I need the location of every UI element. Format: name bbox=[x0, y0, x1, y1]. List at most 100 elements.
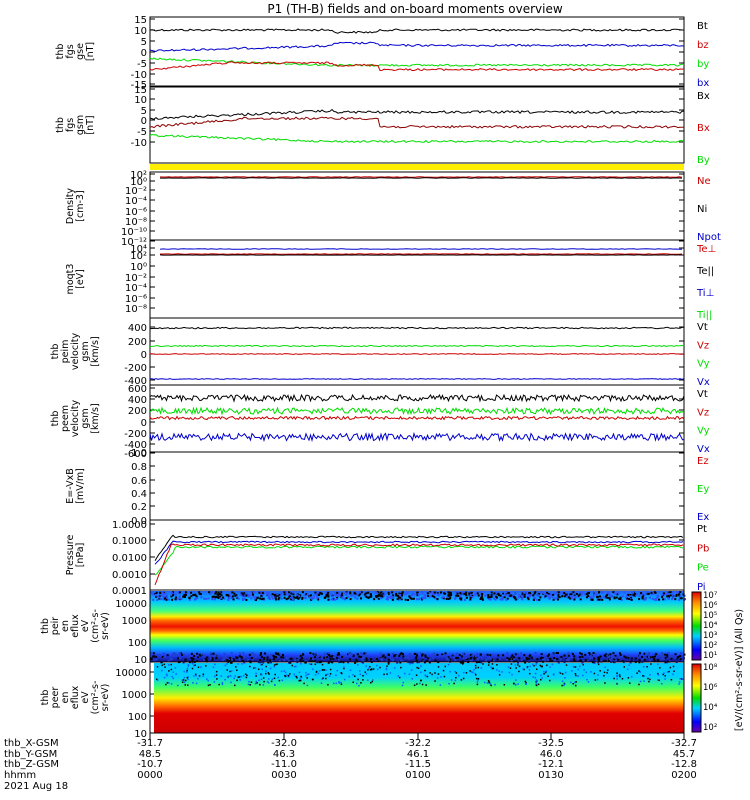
spectrogram-speckle bbox=[666, 653, 669, 656]
spectrogram-speckle bbox=[667, 652, 670, 655]
spectrogram-speckle bbox=[679, 658, 682, 661]
spectrogram-speckle bbox=[187, 654, 190, 657]
spectrogram-speckle bbox=[660, 658, 663, 661]
spectrogram-speckle bbox=[680, 678, 683, 680]
spectrogram-speckle bbox=[224, 678, 226, 681]
spectrogram-speckle bbox=[674, 653, 677, 656]
spectrogram-speckle bbox=[665, 661, 668, 664]
spectrogram-speckle bbox=[540, 653, 543, 656]
spectrogram-speckle bbox=[197, 654, 200, 657]
spectrogram-speckle bbox=[667, 592, 670, 595]
spectrogram-speckle bbox=[604, 666, 606, 669]
spectrogram-speckle bbox=[465, 672, 468, 674]
spectrogram-speckle bbox=[258, 679, 260, 682]
spectrogram-speckle bbox=[370, 681, 372, 684]
spectrogram-speckle bbox=[170, 663, 173, 666]
ytick-label: -5 bbox=[137, 127, 147, 138]
spectrogram-speckle bbox=[587, 591, 590, 594]
spectrogram-speckle bbox=[430, 654, 433, 657]
spectrogram-speckle bbox=[633, 592, 636, 595]
spectrogram-speckle bbox=[296, 676, 298, 679]
spectrogram-speckle bbox=[269, 661, 272, 664]
spectrogram-speckle bbox=[445, 658, 448, 661]
spectrogram-speckle bbox=[228, 657, 231, 660]
spectrogram-speckle bbox=[349, 591, 352, 594]
spectrogram-speckle bbox=[163, 663, 165, 666]
spectrogram-speckle bbox=[655, 653, 658, 656]
xaxis-value: 0100 bbox=[405, 770, 430, 781]
colorbar-tick: 10⁸ bbox=[703, 663, 718, 673]
ytick-label: 15 bbox=[134, 15, 147, 26]
spectrogram-speckle bbox=[616, 593, 619, 596]
spectrogram-speckle bbox=[320, 592, 323, 595]
y-axis-label: velocity bbox=[70, 333, 81, 371]
spectrogram-speckle bbox=[462, 656, 465, 659]
spectrogram-speckle bbox=[287, 597, 290, 600]
spectrogram-speckle bbox=[327, 652, 330, 655]
spectrogram-speckle bbox=[597, 598, 600, 601]
spectrogram-speckle bbox=[425, 660, 428, 663]
colorbar-tick: 10¹ bbox=[703, 651, 717, 661]
ytick-label: 0.6 bbox=[131, 476, 147, 487]
spectrogram-speckle bbox=[678, 598, 681, 601]
legend-vy: Vy bbox=[697, 359, 710, 370]
spectrogram-speckle bbox=[187, 665, 190, 667]
spectrogram-speckle bbox=[284, 674, 286, 677]
spectrogram-speckle bbox=[230, 658, 233, 661]
spectrogram-speckle bbox=[294, 665, 297, 668]
spectrogram-speckle bbox=[192, 663, 194, 665]
spectrogram-speckle bbox=[298, 679, 301, 682]
spectrogram-speckle bbox=[449, 594, 452, 597]
spectrogram-speckle bbox=[594, 679, 597, 681]
spectrogram-speckle bbox=[613, 596, 616, 599]
ytick-label: 10⁴ bbox=[130, 244, 147, 255]
spectrogram-speckle bbox=[287, 674, 290, 677]
spectrogram-speckle bbox=[398, 596, 401, 599]
spectrogram-speckle bbox=[649, 678, 651, 681]
spectrogram-speckle bbox=[449, 670, 451, 673]
spectrogram-speckle bbox=[160, 594, 163, 597]
ytick-label: 10⁻⁴ bbox=[125, 196, 147, 207]
xaxis-value: 0000 bbox=[137, 770, 162, 781]
spectrogram-speckle bbox=[621, 655, 624, 658]
spectrogram-speckle bbox=[174, 598, 177, 601]
plot-title: P1 (TH-B) fields and on-board moments ov… bbox=[267, 2, 563, 16]
spectrogram-speckle bbox=[469, 659, 472, 662]
spectrogram-speckle bbox=[563, 592, 566, 595]
spectrogram-speckle bbox=[589, 595, 592, 598]
spectrogram-speckle bbox=[573, 598, 576, 601]
spectrogram-speckle bbox=[303, 682, 305, 685]
spectrogram-speckle bbox=[520, 597, 523, 600]
spectrogram-speckle bbox=[271, 597, 274, 600]
spectrogram-speckle bbox=[376, 592, 379, 595]
y-axis-label: sr-eV) bbox=[100, 612, 111, 640]
spectrogram-speckle bbox=[454, 679, 457, 682]
spectrogram-speckle bbox=[171, 598, 174, 601]
spectrogram-speckle bbox=[309, 657, 312, 660]
spectrogram-speckle bbox=[349, 598, 352, 601]
spectrogram-speckle bbox=[333, 598, 336, 601]
spectrogram-speckle bbox=[541, 654, 544, 657]
spectrogram-speckle bbox=[568, 594, 571, 597]
spectrogram-speckle bbox=[511, 595, 514, 598]
spectrogram-speckle bbox=[268, 673, 270, 675]
spectrogram-speckle bbox=[370, 595, 373, 598]
legend-bx: Bx bbox=[697, 91, 710, 102]
spectrogram-speckle bbox=[276, 593, 279, 596]
spectrogram-speckle bbox=[559, 672, 562, 674]
spectrogram-speckle bbox=[279, 594, 282, 597]
spectrogram-speckle bbox=[639, 680, 642, 683]
spectrogram-speckle bbox=[488, 682, 491, 684]
spectrogram-speckle bbox=[598, 598, 601, 601]
spectrogram-speckle bbox=[447, 597, 450, 600]
spectrogram-speckle bbox=[482, 663, 484, 665]
spectrogram-speckle bbox=[398, 598, 401, 601]
spectrogram-speckle bbox=[514, 653, 517, 656]
spectrogram-speckle bbox=[306, 593, 309, 596]
spectrogram-speckle bbox=[451, 654, 454, 657]
spectrogram-speckle bbox=[260, 678, 263, 681]
spectrogram-speckle bbox=[304, 660, 307, 663]
ytick-label: 200 bbox=[128, 406, 147, 417]
spectrogram-speckle bbox=[314, 660, 317, 663]
spectrogram-speckle bbox=[243, 656, 246, 659]
